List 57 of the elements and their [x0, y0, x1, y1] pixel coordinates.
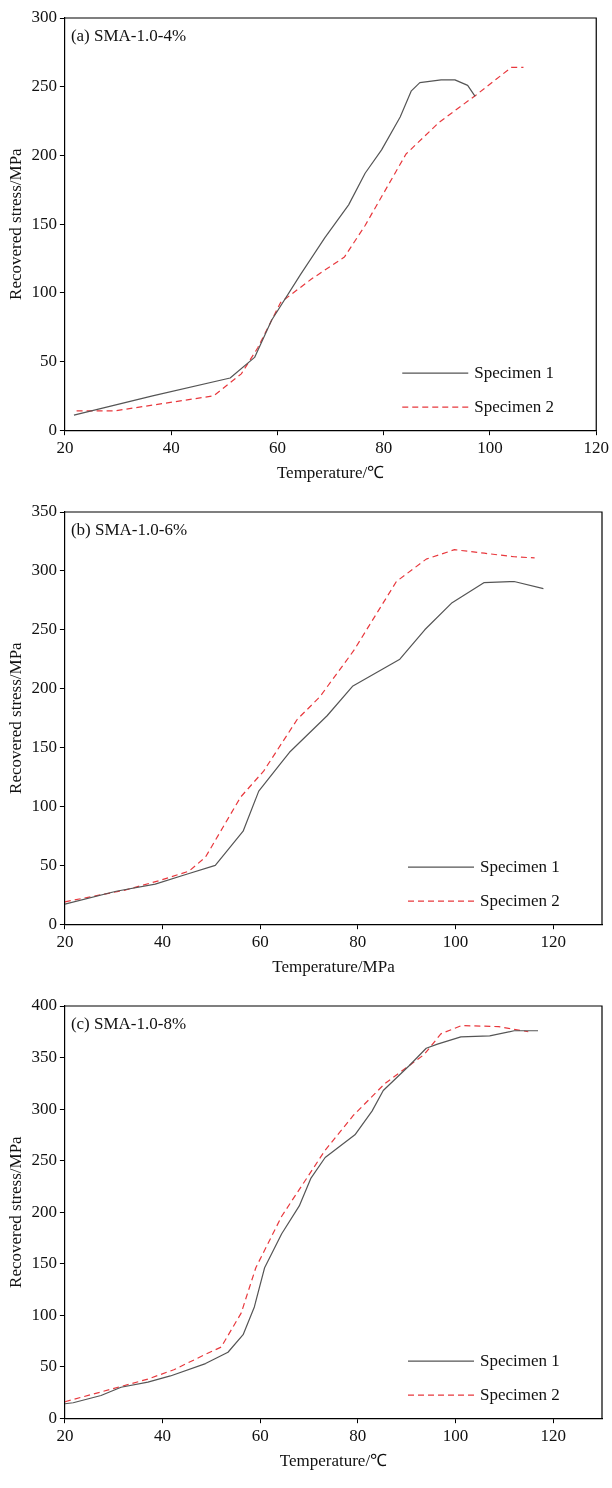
y-tick-label: 50	[39, 854, 57, 874]
x-tick-label: 100	[442, 931, 469, 951]
y-tick-label: 200	[31, 144, 57, 164]
x-tick-label: 60	[251, 1425, 269, 1445]
y-tick-label: 150	[31, 1253, 57, 1273]
y-tick-label: 100	[31, 795, 57, 815]
y-tick-label: 250	[31, 76, 57, 96]
y-tick-label: 250	[31, 1150, 57, 1170]
y-axis-title: Recovered stress/MPa	[5, 641, 25, 794]
legend-label: Specimen 2	[474, 396, 555, 416]
x-tick-label: 120	[583, 437, 609, 457]
y-axis-title: Recovered stress/MPa	[5, 1135, 25, 1288]
y-tick-label: 150	[31, 213, 57, 233]
x-tick-label: 80	[349, 1425, 367, 1445]
y-tick-label: 100	[31, 1304, 57, 1324]
annotation: (a) SMA-1.0-4%	[70, 25, 187, 45]
x-tick-label: 100	[477, 437, 503, 457]
x-tick-label: 120	[540, 931, 566, 951]
x-tick-label: 20	[56, 931, 74, 951]
y-tick-label: 200	[31, 1201, 57, 1221]
y-tick-label: 300	[31, 560, 57, 580]
x-axis-title: Temperature/MPa	[272, 957, 396, 977]
y-tick-label: 0	[48, 913, 57, 933]
y-tick-label: 400	[31, 995, 57, 1015]
y-tick-label: 50	[39, 1356, 57, 1376]
x-tick-label: 100	[442, 1425, 469, 1445]
y-tick-label: 350	[31, 1046, 57, 1066]
y-tick-label: 0	[48, 419, 57, 439]
annotation: (b) SMA-1.0-6%	[70, 519, 188, 539]
x-tick-label: 20	[56, 1425, 74, 1445]
x-tick-label: 60	[268, 437, 286, 457]
y-tick-label: 0	[48, 1407, 57, 1427]
y-tick-label: 300	[31, 7, 57, 27]
legend-label: Specimen 1	[474, 362, 555, 382]
x-tick-label: 40	[154, 931, 172, 951]
x-tick-label: 60	[251, 931, 269, 951]
y-tick-label: 300	[31, 1098, 57, 1118]
legend-label: Specimen 1	[480, 1350, 560, 1370]
y-tick-label: 150	[31, 737, 57, 757]
legend-label: Specimen 2	[480, 890, 560, 910]
x-axis-title: Temperature/℃	[276, 463, 385, 483]
x-axis-title: Temperature/℃	[279, 1451, 388, 1471]
y-tick-label: 350	[31, 501, 57, 521]
x-tick-label: 20	[56, 437, 74, 457]
annotation: (c) SMA-1.0-8%	[70, 1013, 187, 1033]
x-tick-label: 80	[375, 437, 393, 457]
x-tick-label: 40	[154, 1425, 172, 1445]
x-tick-label: 120	[540, 1425, 566, 1445]
y-tick-label: 250	[31, 619, 57, 639]
y-tick-label: 200	[31, 678, 57, 698]
y-tick-label: 50	[39, 350, 57, 370]
legend-label: Specimen 2	[480, 1384, 560, 1404]
legend-label: Specimen 1	[480, 856, 560, 876]
x-tick-label: 80	[349, 931, 367, 951]
y-tick-label: 100	[31, 282, 57, 302]
x-tick-label: 40	[162, 437, 180, 457]
y-axis-title: Recovered stress/MPa	[5, 147, 25, 300]
